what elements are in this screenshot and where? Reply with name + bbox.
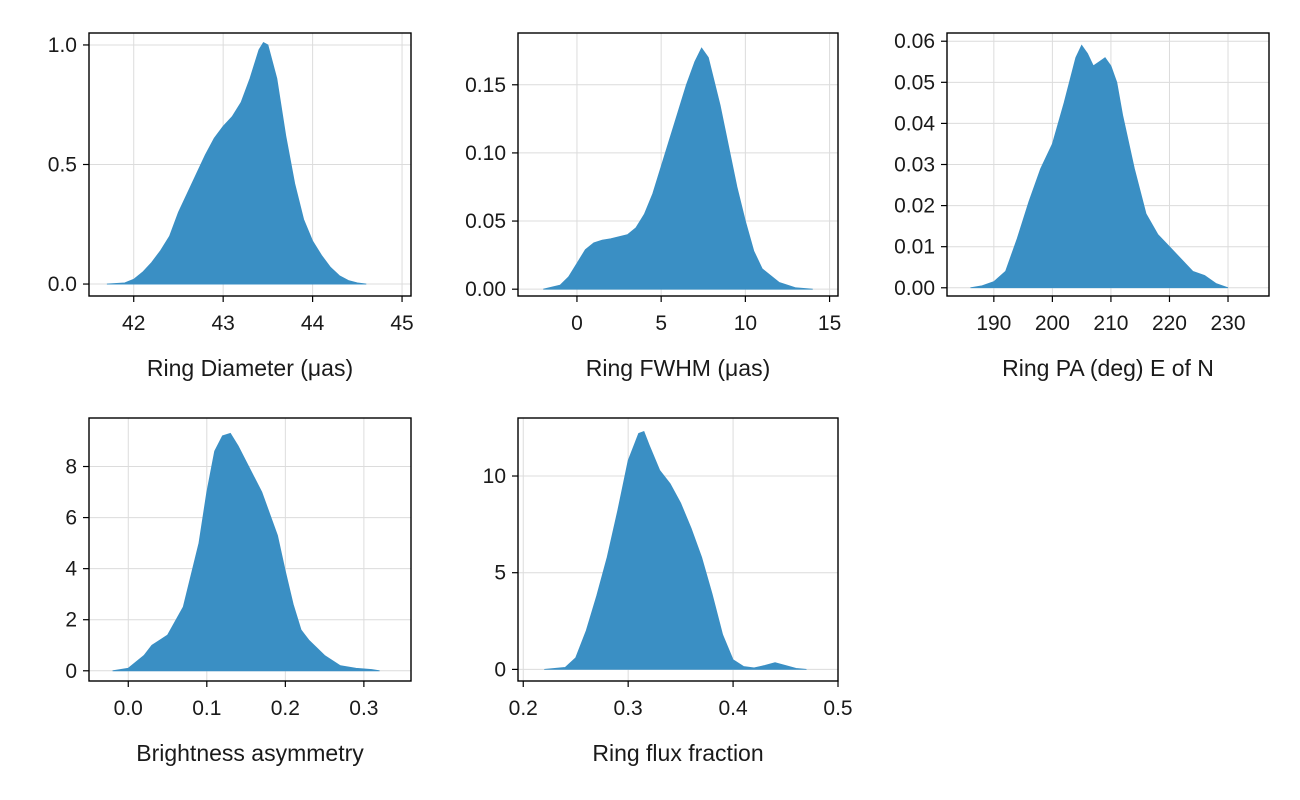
y-tick-label: 0.03 — [894, 154, 935, 177]
axes-frame — [517, 417, 839, 682]
x-axis-label: Brightness asymmetry — [136, 740, 364, 766]
y-tick-label: 0.0 — [48, 273, 77, 296]
density-area — [543, 47, 813, 290]
density-area — [544, 431, 807, 670]
x-tick-label: 220 — [1152, 312, 1187, 335]
x-tick-label: 0.2 — [271, 697, 300, 720]
x-tick-label: 210 — [1093, 312, 1128, 335]
density-area — [112, 432, 380, 672]
x-tick-label: 0.0 — [114, 697, 143, 720]
y-tick-label: 0.02 — [894, 195, 935, 218]
x-tick-label: 43 — [211, 312, 234, 335]
y-tick-label: 10 — [483, 465, 506, 488]
density-area — [106, 42, 367, 285]
y-tick-label: 0 — [65, 660, 77, 683]
y-tick-label: 0.00 — [465, 278, 506, 301]
x-tick-label: 200 — [1035, 312, 1070, 335]
y-tick-label: 8 — [65, 456, 77, 479]
panel-3: 190 200 210 220 230 0.00 0.01 0.02 0.03 0.04 0.05 0… — [894, 30, 1270, 381]
x-tick-label: 44 — [301, 312, 325, 335]
y-tick-label: 1.0 — [48, 34, 77, 57]
y-tick-label: 0.10 — [465, 142, 506, 165]
panel-5: 0.2 0.3 0.4 0.5 0 5 10 Ring flux fraction — [483, 417, 853, 766]
x-tick-label: 42 — [122, 312, 145, 335]
x-tick-label: 10 — [734, 312, 757, 335]
x-tick-label: 0.1 — [192, 697, 221, 720]
y-tick-label: 0.06 — [894, 30, 935, 53]
x-tick-label: 190 — [976, 312, 1011, 335]
panel-4: 0.0 0.1 0.2 0.3 0 2 4 6 8 Brightness asymmetry — [65, 417, 412, 766]
x-tick-label: 230 — [1210, 312, 1245, 335]
y-tick-label: 0.5 — [48, 154, 77, 177]
x-axis-label: Ring PA (deg) E of N — [1002, 355, 1214, 381]
x-axis-label: Ring flux fraction — [592, 740, 763, 766]
x-tick-label: 5 — [655, 312, 667, 335]
y-tick-label: 0.01 — [894, 236, 935, 259]
density-area — [970, 44, 1229, 289]
y-tick-label: 5 — [494, 562, 506, 585]
y-tick-label: 0.05 — [465, 210, 506, 233]
y-tick-label: 0 — [494, 658, 506, 681]
x-tick-label: 0.4 — [718, 697, 748, 720]
x-axis-label: Ring FWHM (μas) — [586, 355, 770, 381]
y-tick-label: 0.05 — [894, 71, 935, 94]
x-tick-label: 15 — [818, 312, 841, 335]
x-tick-label: 45 — [390, 312, 413, 335]
x-tick-label: 0.5 — [823, 697, 852, 720]
y-tick-label: 0.15 — [465, 74, 506, 97]
y-tick-label: 2 — [65, 609, 77, 632]
x-tick-label: 0 — [571, 312, 583, 335]
x-axis-label: Ring Diameter (μas) — [147, 355, 353, 381]
y-tick-label: 0.00 — [894, 277, 935, 300]
x-tick-label: 0.3 — [614, 697, 643, 720]
panel-1: 42 43 44 45 0.0 0.5 1.0 Ring Diameter (μas) — [48, 32, 414, 381]
y-tick-label: 4 — [65, 558, 77, 581]
x-tick-label: 0.2 — [509, 697, 538, 720]
x-tick-label: 0.3 — [349, 697, 378, 720]
axes-frame — [517, 32, 839, 297]
y-tick-label: 6 — [65, 507, 77, 530]
y-tick-label: 0.04 — [894, 112, 935, 135]
panel-2: 0 5 10 15 0.00 0.05 0.10 0.15 Ring FWHM (μas) — [465, 32, 841, 381]
axes-frame — [88, 417, 412, 682]
